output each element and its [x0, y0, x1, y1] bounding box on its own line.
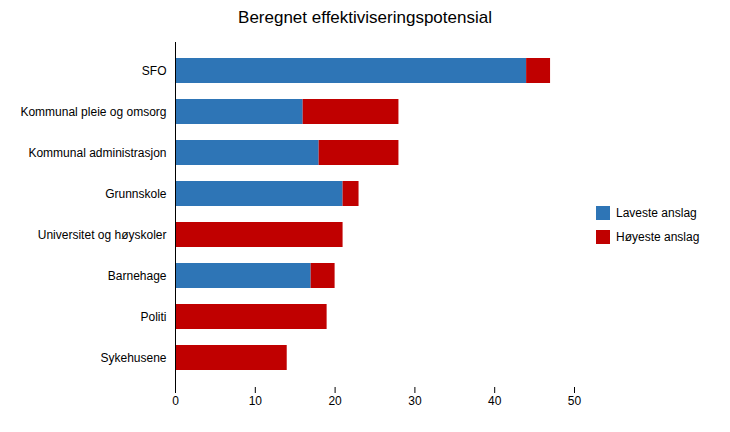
svg-text:Barnehage: Barnehage — [108, 269, 167, 283]
svg-text:Kommunal pleie og omsorg: Kommunal pleie og omsorg — [20, 105, 166, 119]
svg-text:Sykehusene: Sykehusene — [100, 351, 166, 365]
html-text:Laveste anslag: Laveste anslag — [616, 205, 697, 220]
svg-text:10: 10 — [249, 394, 263, 408]
html-text:Høyeste anslag: Høyeste anslag — [616, 229, 700, 244]
svg-text:Grunnskole: Grunnskole — [105, 187, 167, 201]
svg-text:0: 0 — [172, 394, 179, 408]
svg-text:30: 30 — [408, 394, 422, 408]
svg-text:20: 20 — [328, 394, 342, 408]
svg-text:50: 50 — [568, 394, 582, 408]
svg-text:40: 40 — [488, 394, 502, 408]
svg-text:Universitet og høyskoler: Universitet og høyskoler — [38, 228, 167, 242]
svg-text:SFO: SFO — [142, 64, 167, 78]
svg-text:Kommunal administrasjon: Kommunal administrasjon — [28, 146, 166, 160]
svg-text:Politi: Politi — [140, 310, 166, 324]
html-text:Beregnet effektiviseringspoten: Beregnet effektiviseringspotensial — [238, 8, 492, 27]
